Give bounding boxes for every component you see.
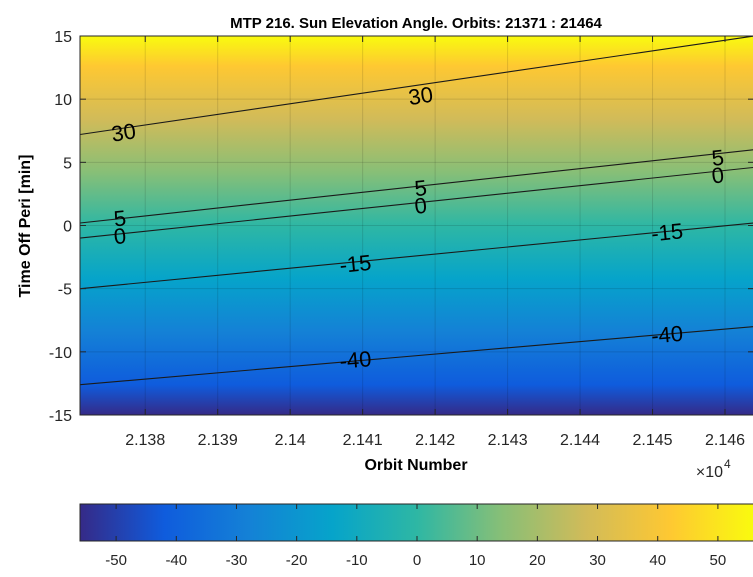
x-exponent-power: 4 xyxy=(724,457,731,471)
contour-line-neg40 xyxy=(80,326,753,386)
x-tick-label: 2.14 xyxy=(275,432,306,449)
colorbar-tick-label: 40 xyxy=(649,552,666,569)
x-tick-label: 2.144 xyxy=(560,432,600,449)
color-field xyxy=(80,36,753,415)
colorbar-ticks: -50 -40 -30 -20 -10 0 10 20 30 40 50 xyxy=(105,504,726,569)
colorbar-tick-label: 0 xyxy=(413,552,421,569)
colorbar: -50 -40 -30 -20 -10 0 10 20 30 40 50 xyxy=(79,503,753,569)
colorbar-tick-label: 20 xyxy=(529,552,546,569)
svg-text:×10: ×10 xyxy=(696,464,723,481)
contour-label: 5 xyxy=(413,175,428,201)
colorbar-tick-label: 10 xyxy=(469,552,486,569)
colorbar-tick-label: -40 xyxy=(165,552,187,569)
x-tick-label: 2.142 xyxy=(415,432,455,449)
colorbar-tick-label: -30 xyxy=(226,552,248,569)
x-tick-label: 2.141 xyxy=(343,432,383,449)
x-exponent: ×10 4 xyxy=(696,457,731,481)
contour-label: 30 xyxy=(407,82,435,110)
contour-label: 0 xyxy=(710,162,725,188)
contour-label: 5 xyxy=(112,205,127,231)
contour-lines xyxy=(80,36,753,386)
contour-line-5 xyxy=(80,149,753,224)
y-tick-label: -5 xyxy=(58,282,72,299)
colorbar-tick-label: -10 xyxy=(346,552,368,569)
y-tick-label: 5 xyxy=(63,155,72,172)
x-tick-label: 2.138 xyxy=(125,432,165,449)
contour-label: 30 xyxy=(110,118,138,146)
y-axis-label: Time Off Peri [min] xyxy=(17,155,34,298)
contour-line-0 xyxy=(80,166,753,239)
y-tick-label: -15 xyxy=(49,408,72,425)
colorbar-tick-label: -50 xyxy=(105,552,127,569)
x-exponent-base: ×10 xyxy=(696,464,723,481)
contour-label: -40 xyxy=(650,321,684,349)
x-tick-label: 2.145 xyxy=(633,432,673,449)
y-tick-label: 0 xyxy=(63,219,72,236)
contour-label: 0 xyxy=(413,193,428,219)
colorbar-tick-label: 30 xyxy=(589,552,606,569)
contour-label: -15 xyxy=(338,250,372,278)
contour-line-neg15 xyxy=(80,222,753,290)
colorbar-tick-label: 50 xyxy=(710,552,727,569)
x-tick-label: 2.139 xyxy=(198,432,238,449)
grid-lines xyxy=(80,36,753,415)
contour-label: 0 xyxy=(113,223,128,249)
x-axis-ticks: 2.138 2.139 2.14 2.141 2.142 2.143 2.144 2.145 2… xyxy=(125,36,745,449)
y-tick-label: 10 xyxy=(54,92,72,109)
x-tick-label: 2.143 xyxy=(488,432,528,449)
x-tick-label: 2.146 xyxy=(705,432,745,449)
chart-title: MTP 216. Sun Elevation Angle. Orbits: 21… xyxy=(230,15,602,32)
contour-line-30 xyxy=(80,36,753,136)
colorbar-tick-label: -20 xyxy=(286,552,308,569)
contour-label: -40 xyxy=(339,346,373,374)
y-tick-label: 15 xyxy=(54,29,72,46)
contour-label: 5 xyxy=(710,145,725,171)
contour-label: -15 xyxy=(650,218,684,246)
x-axis-label: Orbit Number xyxy=(364,457,467,474)
colorbar-fill xyxy=(79,503,753,542)
y-tick-label: -10 xyxy=(49,345,72,362)
